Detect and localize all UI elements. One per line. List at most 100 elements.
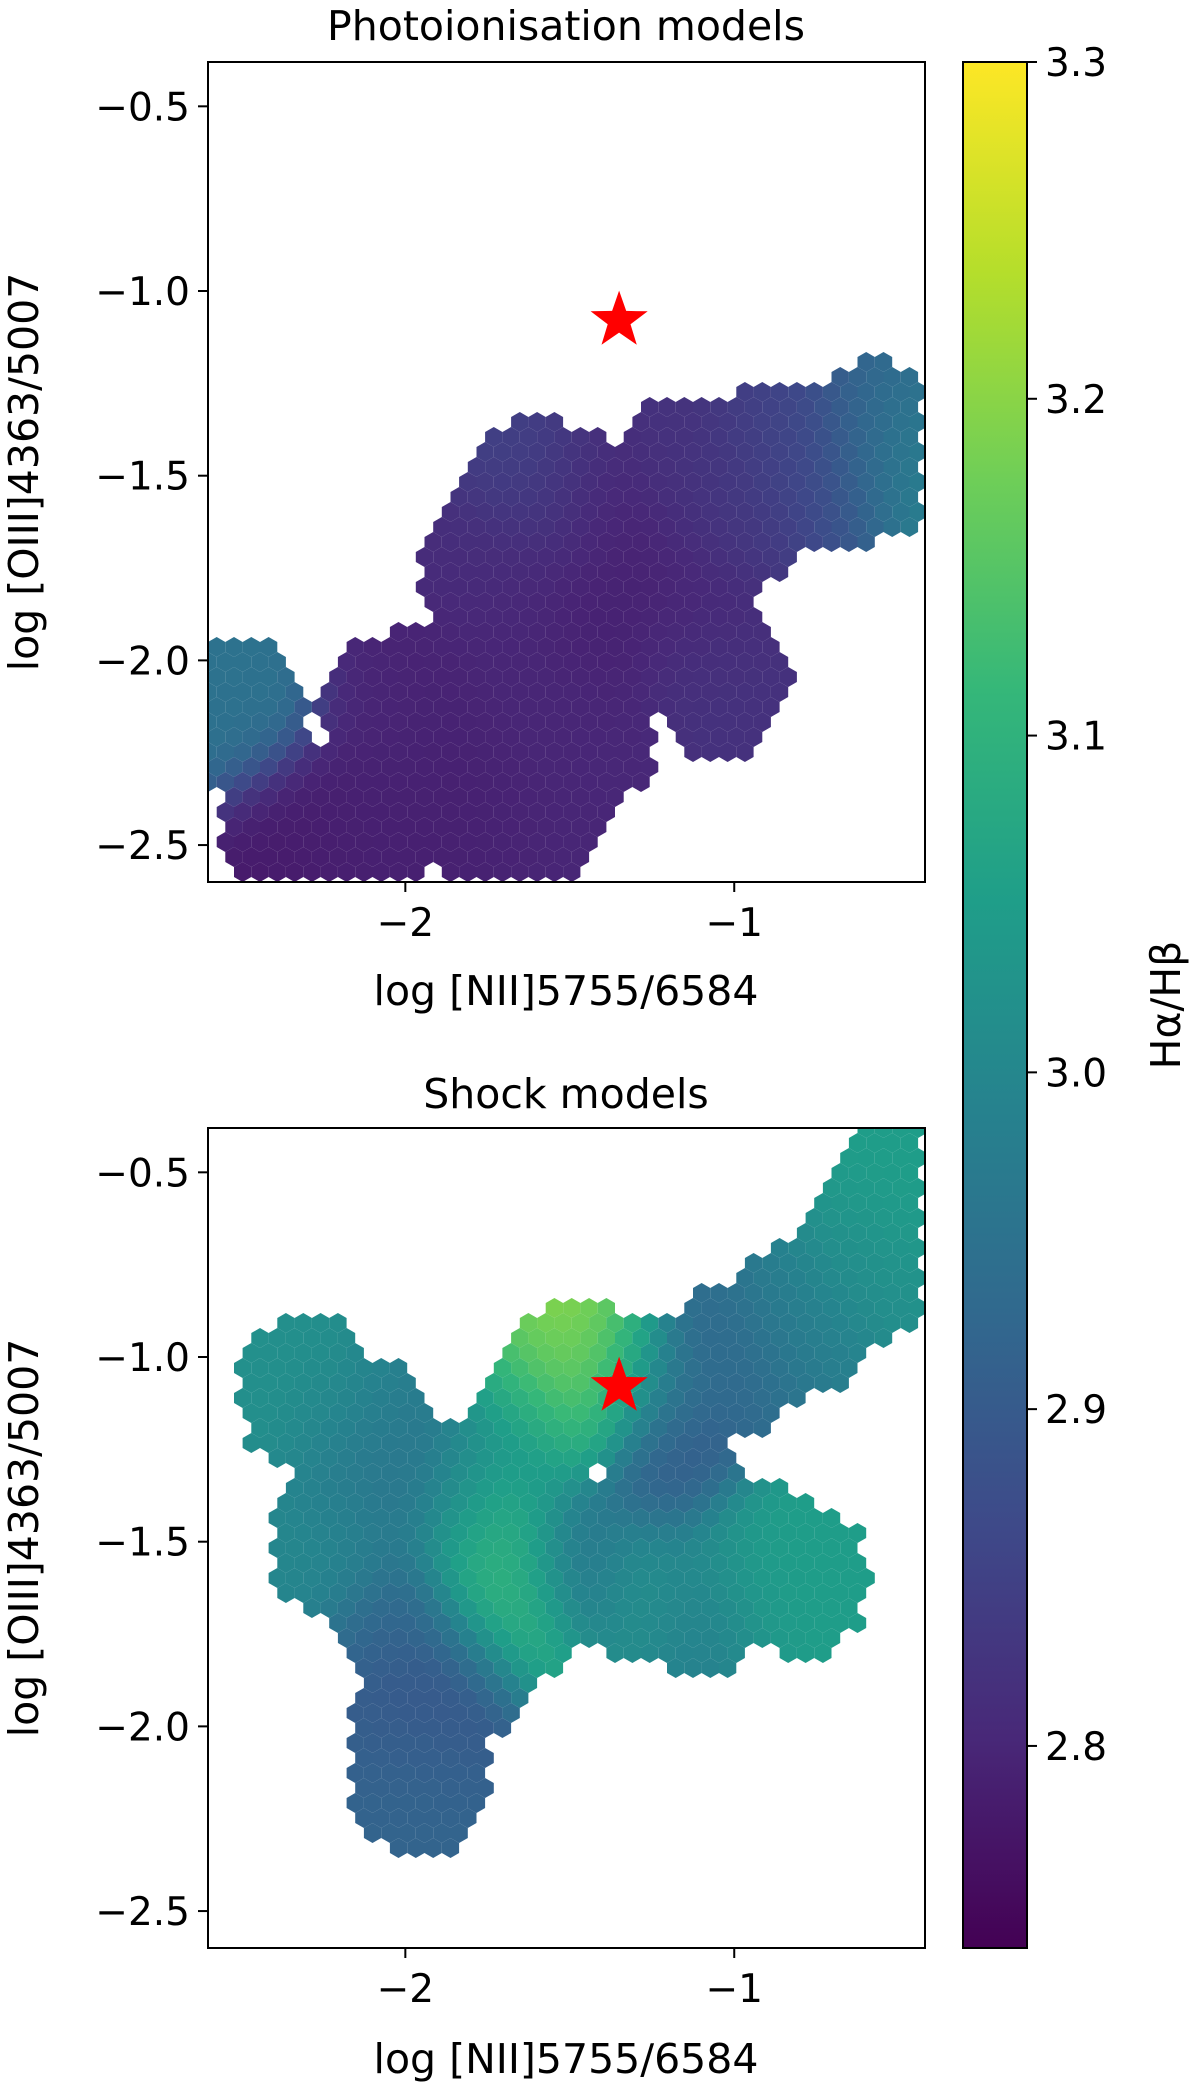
bottom-hex-cell	[649, 1448, 667, 1468]
top-hex-cell	[900, 427, 919, 447]
bottom-hex-cell	[303, 1388, 321, 1408]
bottom-hex-cell	[727, 1343, 745, 1363]
bottom-hex-cell	[407, 1838, 425, 1858]
bottom-hex-cell	[848, 1613, 867, 1633]
bottom-hex-cell	[744, 1493, 763, 1513]
bottom-hex-cell	[684, 1628, 702, 1648]
top-hex-cell	[736, 382, 754, 402]
bottom-hex-cell	[329, 1613, 347, 1633]
top-hex-cell	[450, 547, 468, 567]
bottom-hex-cell	[571, 1493, 590, 1513]
bottom-hex-cell	[320, 1538, 338, 1558]
bottom-hex-cell	[415, 1763, 434, 1783]
top-hex-cell	[744, 667, 763, 687]
top-hex-cell	[268, 742, 286, 762]
bottom-hex-cell	[615, 1418, 633, 1438]
bottom-hex-cell	[493, 1388, 512, 1408]
bottom-hex-cell	[441, 1628, 460, 1648]
bottom-hex-cell	[398, 1463, 416, 1483]
top-hex-cell	[615, 652, 633, 672]
top-hex-cell	[684, 472, 702, 492]
top-hex-cell	[260, 697, 278, 717]
top-hex-cell	[563, 772, 581, 792]
bottom-hex-cell	[753, 1628, 771, 1648]
bottom-hex-cell	[528, 1598, 546, 1618]
bottom-hex-cell	[381, 1403, 399, 1423]
bottom-hex-cell	[545, 1478, 564, 1498]
bottom-hex-cell	[744, 1313, 763, 1333]
bottom-hex-cell	[381, 1763, 399, 1783]
top-hex-cell	[701, 532, 719, 552]
top-hex-cell	[623, 577, 641, 597]
bottom-hex-cell	[537, 1403, 555, 1423]
bottom-hex-cell	[407, 1718, 425, 1738]
bottom-hex-cell	[580, 1628, 598, 1648]
top-hex-cell	[485, 457, 503, 477]
top-hex-cell	[866, 487, 884, 507]
bottom-hex-cell	[597, 1628, 615, 1648]
bottom-hex-cell	[389, 1748, 408, 1768]
bottom-hex-cell	[355, 1448, 373, 1468]
top-hex-cell	[710, 667, 728, 687]
bottom-hex-cell	[788, 1568, 806, 1588]
top-hex-cell	[580, 682, 598, 702]
top-hex-cell	[753, 532, 771, 552]
top-hex-cell	[363, 787, 382, 807]
top-hex-cell	[563, 502, 581, 522]
bottom-hex-cell	[658, 1343, 676, 1363]
bottom-hex-cell	[719, 1508, 737, 1528]
bottom-hex-cell	[433, 1433, 451, 1453]
bottom-hex-cell	[485, 1673, 503, 1693]
bottom-hex-cell	[667, 1598, 685, 1618]
bottom-hex-cell	[684, 1568, 702, 1588]
top-hex-cell	[641, 667, 659, 687]
top-hex-cell	[736, 562, 754, 582]
bottom-hex-cell	[389, 1838, 408, 1858]
bottom-hex-cell	[337, 1418, 356, 1438]
bottom-hex-cell	[415, 1793, 434, 1813]
top-y-tick-label: −1.5	[95, 455, 190, 500]
top-hex-cell	[805, 532, 823, 552]
bottom-hex-cell	[831, 1553, 849, 1573]
top-hex-cell	[597, 652, 615, 672]
bottom-hex-cell	[381, 1673, 399, 1693]
top-star-marker	[590, 290, 648, 345]
top-hex-cell	[615, 502, 633, 522]
bottom-hex-cell	[320, 1598, 338, 1618]
bottom-hex-cell	[632, 1418, 650, 1438]
bottom-hex-cell	[623, 1643, 641, 1663]
top-hex-cell	[415, 727, 434, 747]
top-hex-cell	[744, 517, 763, 537]
bottom-hex-cell	[294, 1373, 312, 1393]
bottom-x-axis-label: log [NII]5755/6584	[374, 2035, 759, 2083]
top-hex-cell	[415, 757, 434, 777]
bottom-hex-cell	[848, 1583, 867, 1603]
bottom-hex-cell	[909, 1178, 925, 1198]
bottom-hex-cell	[372, 1568, 390, 1588]
top-hex-cell	[467, 727, 486, 747]
bottom-hex-cell	[649, 1358, 667, 1378]
bottom-hex-cell	[883, 1283, 901, 1303]
top-hex-cell	[693, 607, 711, 627]
bottom-hex-cell	[710, 1373, 728, 1393]
top-hex-cell	[493, 802, 512, 822]
top-hex-cell	[649, 472, 667, 492]
top-hex-cell	[337, 802, 356, 822]
bottom-hex-cell	[580, 1598, 598, 1618]
bottom-hex-cell	[831, 1283, 849, 1303]
top-hex-cell	[485, 607, 503, 627]
bottom-hex-cell	[667, 1658, 685, 1678]
bottom-hex-cell	[285, 1388, 304, 1408]
bottom-hex-cell	[909, 1298, 925, 1318]
top-hex-cell	[441, 592, 460, 612]
top-hex-cell	[580, 442, 598, 462]
top-hex-cell	[502, 757, 520, 777]
bottom-hex-cell	[450, 1493, 468, 1513]
bottom-hex-cell	[831, 1343, 849, 1363]
top-hex-cell	[848, 517, 867, 537]
bottom-hex-cell	[441, 1808, 460, 1828]
top-y-ticks: −2.5−2.0−1.5−1.0−0.5	[95, 85, 208, 869]
top-hex-cell	[727, 577, 745, 597]
bottom-hex-cell	[857, 1268, 875, 1288]
bottom-hex-cell	[710, 1523, 728, 1543]
